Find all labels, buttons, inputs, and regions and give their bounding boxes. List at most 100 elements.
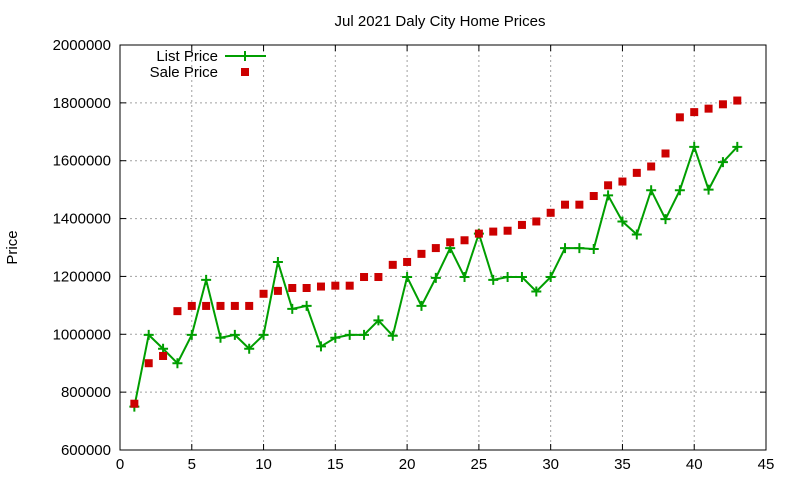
legend-label: Sale Price (150, 64, 218, 81)
data-point (459, 272, 470, 283)
y-tick-label: 1000000 (53, 326, 111, 343)
y-tick-label: 2000000 (53, 37, 111, 54)
data-point (575, 200, 584, 209)
data-point (574, 243, 585, 254)
data-point (259, 289, 268, 298)
data-point (173, 307, 182, 316)
data-point (632, 168, 641, 177)
y-tick-label: 1600000 (53, 153, 111, 170)
data-point (430, 272, 441, 283)
data-point (301, 300, 312, 311)
data-point (245, 301, 254, 310)
data-point (316, 282, 325, 291)
data-point (489, 227, 498, 236)
data-point (546, 208, 555, 217)
data-point (230, 301, 239, 310)
y-tick-label: 600000 (61, 442, 111, 459)
data-point (431, 244, 440, 253)
data-point (272, 256, 283, 267)
data-point (330, 332, 341, 343)
data-point (488, 274, 499, 285)
data-point (646, 185, 657, 196)
data-point (718, 100, 727, 109)
data-point (674, 185, 685, 196)
y-tick-label: 1400000 (53, 211, 111, 228)
data-point (287, 303, 298, 314)
data-point (416, 300, 427, 311)
y-axis-label: Price (4, 230, 21, 264)
x-tick-label: 10 (255, 456, 272, 473)
data-point (388, 260, 397, 269)
data-point (560, 243, 571, 254)
data-point (315, 341, 326, 352)
series-layer (129, 96, 743, 412)
data-point (660, 214, 671, 225)
y-tick-label: 1800000 (53, 95, 111, 112)
data-point (144, 359, 153, 368)
legend-marker-swatch (240, 51, 250, 61)
data-point (360, 273, 369, 282)
data-point (618, 177, 627, 186)
data-point (703, 184, 714, 195)
data-point (704, 104, 713, 113)
data-point (532, 217, 541, 226)
data-point (130, 399, 139, 408)
y-tick-label: 1200000 (53, 268, 111, 285)
data-point (604, 181, 613, 190)
data-point (302, 284, 311, 292)
data-point (244, 343, 255, 354)
x-tick-label: 25 (471, 456, 488, 473)
legend-marker-swatch (241, 68, 249, 76)
x-tick-label: 35 (614, 456, 631, 473)
data-point (502, 272, 513, 283)
axis-ticks: 0 5 10 15 20 25 30 35 40 45 600000 800000 1000000 120… (53, 37, 775, 473)
data-point (229, 329, 240, 340)
x-tick-label: 5 (188, 456, 196, 473)
data-point (446, 238, 455, 247)
data-point (344, 329, 355, 340)
data-point (689, 141, 700, 152)
data-point (345, 281, 354, 290)
data-point (588, 243, 599, 254)
y-tick-label: 800000 (61, 384, 111, 401)
plot-frame (119, 44, 767, 451)
x-tick-label: 15 (327, 456, 344, 473)
data-point (359, 329, 370, 340)
data-point (417, 249, 426, 258)
data-point (387, 330, 398, 341)
legend-label: List Price (156, 48, 218, 65)
data-point (172, 358, 183, 369)
data-point (186, 329, 197, 340)
data-point (159, 351, 168, 360)
data-point (503, 226, 512, 235)
data-point (258, 329, 269, 340)
data-point (675, 113, 684, 122)
data-point (589, 192, 598, 201)
data-point (201, 274, 212, 285)
x-tick-label: 45 (758, 456, 775, 473)
x-tick-label: 40 (686, 456, 703, 473)
x-tick-label: 30 (542, 456, 559, 473)
data-point (460, 236, 469, 245)
data-point (717, 157, 728, 168)
x-tick-label: 0 (116, 456, 124, 473)
data-point (273, 286, 282, 295)
data-point (617, 216, 628, 227)
x-tick-label: 20 (399, 456, 416, 473)
series-sale-price (130, 96, 742, 408)
data-point (516, 272, 527, 283)
data-point (215, 332, 226, 343)
chart-title: Jul 2021 Daly City Home Prices (335, 13, 546, 30)
data-point (373, 315, 384, 326)
data-point (603, 190, 614, 201)
data-point (661, 149, 670, 158)
data-point (561, 200, 570, 209)
data-point (732, 141, 743, 152)
data-point (403, 257, 412, 266)
data-point (531, 286, 542, 297)
data-point (545, 272, 556, 283)
data-point (288, 284, 297, 292)
data-point (690, 108, 699, 117)
